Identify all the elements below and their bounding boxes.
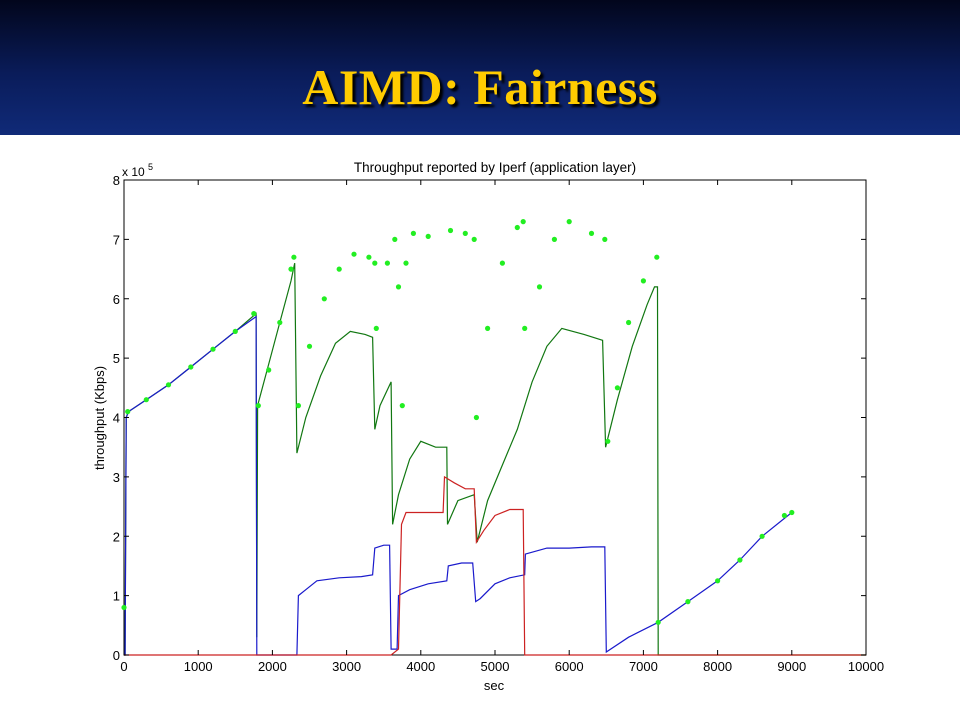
series-point — [462, 230, 468, 236]
y-tick-label: 1 — [113, 589, 120, 604]
y-tick-label: 0 — [113, 648, 120, 663]
series-point — [232, 328, 238, 334]
series-point — [471, 236, 477, 242]
series-point — [210, 346, 216, 352]
series-point — [395, 284, 402, 290]
plot-frame — [123, 179, 867, 656]
series-point — [614, 385, 621, 391]
x-tick-label: 4000 — [406, 659, 435, 674]
y-tick-label: 5 — [113, 351, 120, 366]
series-point — [143, 397, 149, 403]
x-tick-label: 8000 — [703, 659, 732, 674]
series-point — [520, 219, 526, 225]
series-point — [605, 438, 611, 444]
y-tick-label: 7 — [113, 232, 120, 247]
x-tick-label: 3000 — [332, 659, 361, 674]
y-tick-label: 2 — [113, 529, 120, 544]
series-point — [499, 260, 505, 266]
series-point — [251, 311, 257, 317]
series-point — [685, 599, 691, 605]
series-point — [384, 260, 390, 266]
series-point — [655, 619, 661, 625]
series-point — [789, 509, 795, 516]
series-point — [351, 251, 357, 257]
x-tick-label: 2000 — [258, 659, 287, 674]
x-tick-label: 0 — [120, 659, 127, 674]
series-point — [255, 403, 261, 409]
series-point — [373, 325, 379, 331]
series-point — [266, 367, 272, 373]
series-point — [425, 233, 431, 239]
series-point — [306, 343, 313, 349]
series-point — [288, 266, 294, 272]
series-point — [321, 296, 327, 302]
throughput-chart: 0 1000 2000 3000 4000 5000 6000 7000 8000 9000 100… — [92, 160, 884, 693]
y-tick-label: 3 — [113, 470, 120, 485]
series-point — [403, 260, 409, 266]
plot-area — [123, 179, 867, 656]
series-point — [277, 319, 283, 326]
series-point — [399, 403, 405, 409]
y-tick-label: 6 — [113, 292, 120, 307]
series-point — [447, 227, 454, 234]
series-point — [626, 319, 632, 326]
series-point — [514, 224, 520, 231]
x-tick-label: 1000 — [184, 659, 213, 674]
series-point — [566, 219, 572, 225]
series-point — [536, 284, 543, 290]
series-point — [602, 236, 608, 242]
series-point — [392, 236, 398, 242]
slide-header: AIMD: Fairness — [0, 0, 960, 135]
series-point — [781, 512, 788, 519]
series-point — [188, 364, 194, 370]
series-point — [737, 557, 743, 563]
series-point — [121, 604, 127, 611]
y-tick-label: 8 — [113, 173, 120, 188]
x-tick-label: 5000 — [481, 659, 510, 674]
series-point — [410, 230, 416, 236]
y-axis-label: throughput (Kbps) — [92, 366, 107, 470]
y-multiplier: x 10 5 — [122, 162, 153, 179]
series-point — [336, 266, 342, 272]
x-tick-label: 7000 — [629, 659, 658, 674]
y-multiplier-label: x 10 — [122, 165, 145, 179]
series-layer — [121, 219, 866, 656]
y-multiplier-exponent: 5 — [148, 162, 153, 172]
series-point — [759, 533, 765, 539]
chart-title: Throughput reported by Iperf (applicatio… — [354, 160, 636, 175]
series-point — [372, 260, 378, 266]
series-point — [473, 414, 479, 421]
x-axis-label: sec — [484, 678, 505, 693]
series-line-1 — [124, 262, 866, 656]
series-point — [588, 230, 595, 236]
series-point — [165, 382, 172, 388]
x-tick-label: 10000 — [848, 659, 884, 674]
series-point — [291, 254, 297, 260]
series-point — [715, 578, 721, 584]
axes-layer: 0 1000 2000 3000 4000 5000 6000 7000 8000 9000 100… — [113, 173, 884, 674]
x-tick-label: 6000 — [555, 659, 584, 674]
series-point — [366, 254, 372, 260]
series-point — [522, 325, 528, 331]
series-point — [640, 278, 647, 284]
x-tick-label: 9000 — [777, 659, 806, 674]
series-point — [485, 325, 491, 331]
y-tick-label: 4 — [113, 411, 120, 426]
series-point — [125, 409, 131, 415]
slide-title: AIMD: Fairness — [302, 59, 658, 115]
series-line-3 — [124, 475, 866, 656]
series-point — [295, 403, 301, 409]
series-point — [551, 236, 558, 242]
series-point — [654, 254, 660, 260]
